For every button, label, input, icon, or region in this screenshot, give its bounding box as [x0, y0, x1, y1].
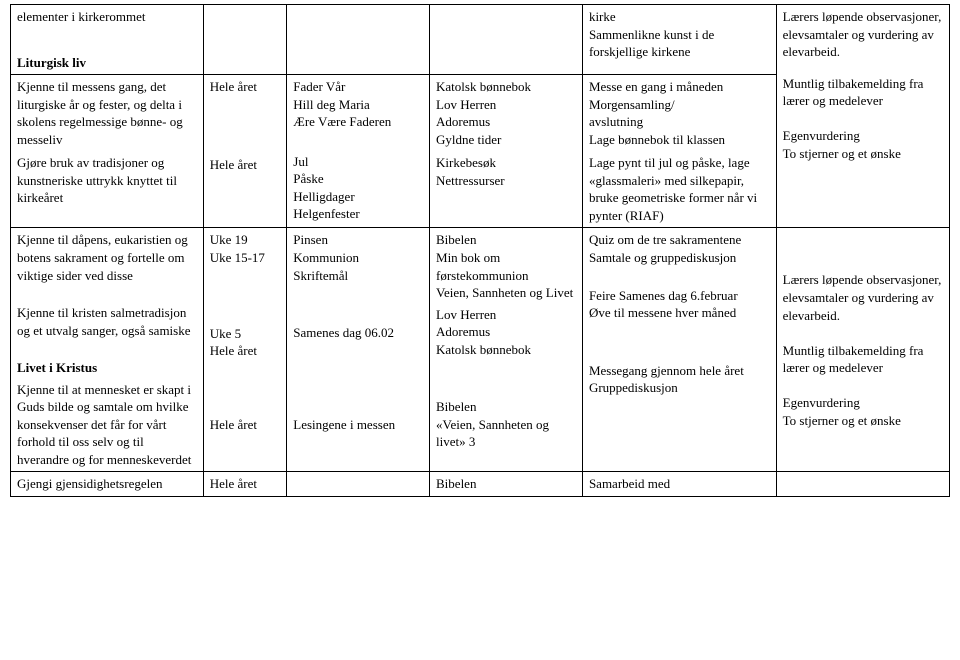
cell: Kjenne til dåpens, eukaristien og botens…: [11, 228, 204, 472]
text: Katolsk bønnebok Lov Herren Adoremus Gyl…: [436, 78, 576, 148]
text: Samenes dag 06.02: [293, 324, 423, 342]
section-heading: Livet i Kristus: [17, 359, 197, 377]
text: Bibelen Min bok om førstekommunion Veien…: [436, 231, 576, 301]
text: Bibelen «Veien, Sannheten og livet» 3: [436, 398, 576, 451]
text: Bibelen: [436, 476, 476, 491]
cell: [203, 5, 287, 75]
text: Messegang gjennom hele året Gruppediskus…: [589, 362, 770, 397]
cell: Lærers løpende observasjoner, elevsamtal…: [776, 228, 949, 472]
cell: Pinsen Kommunion Skriftemål Samenes dag …: [287, 228, 430, 472]
cell: Uke 19 Uke 15-17 Uke 5 Hele året Hele år…: [203, 228, 287, 472]
cell: [430, 5, 583, 75]
cell: Lærers løpende observasjoner, elevsamtal…: [776, 5, 949, 228]
text: Kjenne til kristen salmetradisjon og et …: [17, 304, 197, 339]
text: Gjengi gjensidighetsregelen: [17, 476, 163, 491]
curriculum-table: elementer i kirkerommet Liturgisk liv ki…: [10, 4, 950, 497]
text: Kjenne til dåpens, eukaristien og botens…: [17, 231, 197, 284]
cell: [287, 472, 430, 497]
text: Muntlig tilbakemelding fra lærer og mede…: [783, 75, 943, 163]
text: Fader Vår Hill deg Maria Ære Være Fadere…: [293, 78, 423, 131]
cell: Bibelen: [430, 472, 583, 497]
page: elementer i kirkerommet Liturgisk liv ki…: [0, 0, 960, 660]
text: Kjenne til messens gang, det liturgiske …: [17, 78, 197, 148]
text: Uke 5 Hele året: [210, 325, 281, 360]
text: Messe en gang i måneden Morgensamling/ a…: [589, 78, 770, 148]
cell: Bibelen Min bok om førstekommunion Veien…: [430, 228, 583, 472]
text: Lærers løpende observasjoner, elevsamtal…: [783, 8, 943, 61]
text: Kirkebesøk Nettressurser: [436, 154, 576, 189]
text: Uke 19 Uke 15-17: [210, 231, 281, 266]
text: Gjøre bruk av tradisjoner og kunstnerisk…: [17, 154, 197, 207]
cell: Katolsk bønnebok Lov Herren Adoremus Gyl…: [430, 75, 583, 228]
table-row: Gjengi gjensidighetsregelen Hele året Bi…: [11, 472, 950, 497]
table-row: elementer i kirkerommet Liturgisk liv ki…: [11, 5, 950, 75]
text: kirke Sammenlikne kunst i de forskjellig…: [589, 8, 770, 61]
text: Hele året: [210, 156, 281, 174]
cell: kirke Sammenlikne kunst i de forskjellig…: [582, 5, 776, 75]
text: Jul Påske Helligdager Helgenfester: [293, 153, 423, 223]
cell: Hele året Hele året: [203, 75, 287, 228]
text: Hele året: [210, 476, 257, 491]
cell: Quiz om de tre sakramentene Samtale og g…: [582, 228, 776, 472]
cell: elementer i kirkerommet Liturgisk liv: [11, 5, 204, 75]
cell: Fader Vår Hill deg Maria Ære Være Fadere…: [287, 75, 430, 228]
cell: Gjengi gjensidighetsregelen: [11, 472, 204, 497]
table-row: Kjenne til dåpens, eukaristien og botens…: [11, 228, 950, 472]
section-heading: Liturgisk liv: [17, 54, 197, 72]
text: Hele året: [210, 78, 281, 96]
text: Lærers løpende observasjoner, elevsamtal…: [783, 271, 943, 429]
text: Lov Herren Adoremus Katolsk bønnebok: [436, 306, 576, 359]
text: Quiz om de tre sakramentene Samtale og g…: [589, 231, 770, 266]
cell: [287, 5, 430, 75]
text: Lesingene i messen: [293, 416, 423, 434]
cell: Samarbeid med: [582, 472, 776, 497]
cell: Messe en gang i måneden Morgensamling/ a…: [582, 75, 776, 228]
text: Feire Samenes dag 6.februar Øve til mess…: [589, 287, 770, 322]
text: elementer i kirkerommet: [17, 8, 197, 26]
cell: Hele året: [203, 472, 287, 497]
cell: [776, 472, 949, 497]
text: Lage pynt til jul og påske, lage «glassm…: [589, 154, 770, 224]
cell: Kjenne til messens gang, det liturgiske …: [11, 75, 204, 228]
text: Hele året: [210, 416, 281, 434]
text: Samarbeid med: [589, 476, 670, 491]
text: Pinsen Kommunion Skriftemål: [293, 231, 423, 284]
text: Kjenne til at mennesket er skapt i Guds …: [17, 381, 197, 469]
